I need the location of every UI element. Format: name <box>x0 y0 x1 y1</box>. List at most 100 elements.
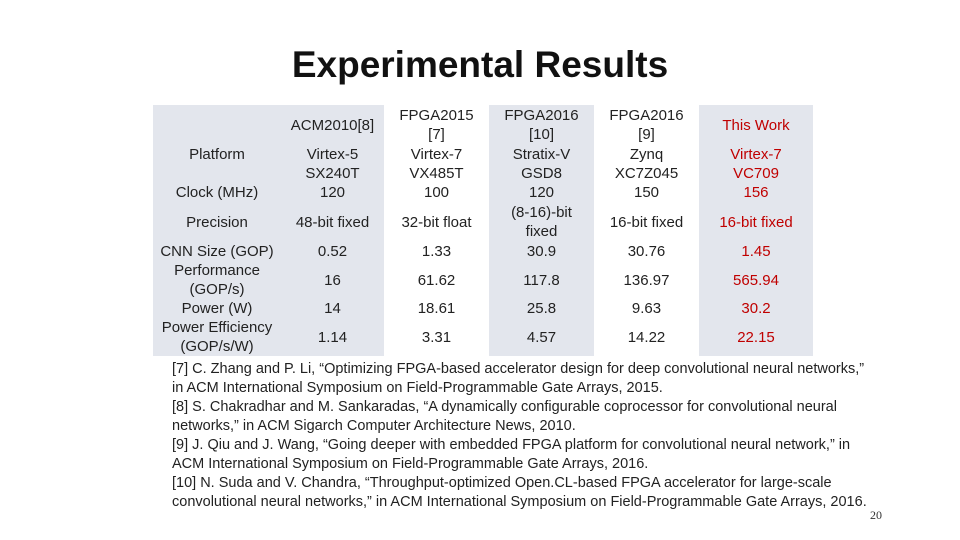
header-cell-empty <box>153 105 281 145</box>
header-cell-fpga2016-10: FPGA2016 [10] <box>489 105 594 145</box>
header-cell-this-work: This Work <box>699 105 813 145</box>
table-cell: (8-16)-bit fixed <box>489 202 594 242</box>
table-cell: 1.45 <box>699 242 813 261</box>
table-cell: 16-bit fixed <box>594 202 699 242</box>
cell-value: 0.52 <box>317 243 348 260</box>
header-label: ACM2010[8] <box>290 116 375 134</box>
cell-value: 1.33 <box>421 243 452 260</box>
header-label: FPGA2015 [7] <box>399 107 474 143</box>
header-cell-acm2010: ACM2010[8] <box>281 105 384 145</box>
reference-10: [10] N. Suda and V. Chandra, “Throughput… <box>172 475 867 510</box>
header-cell-fpga2015: FPGA2015 [7] <box>384 105 489 145</box>
header-label: This Work <box>722 116 790 134</box>
header-cell-fpga2016-9: FPGA2016 [9] <box>594 105 699 145</box>
cell-value: 136.97 <box>623 271 670 289</box>
table-cell: Stratix-V GSD8 120 <box>489 145 594 202</box>
cell-value: 1.45 <box>741 243 771 260</box>
row-label-cell: Precision <box>153 202 281 242</box>
references: [7] C. Zhang and P. Li, “Optimizing FPGA… <box>172 360 872 512</box>
cell-value: 16-bit fixed <box>719 213 793 231</box>
cell-value: Virtex-5 SX240T 120 <box>305 146 360 201</box>
table-cell: 61.62 <box>384 261 489 299</box>
row-label: Performance (GOP/s) <box>174 262 260 298</box>
cell-value: 25.8 <box>526 300 557 317</box>
cell-value: Virtex-7 VC709 156 <box>730 146 782 201</box>
table-cell: Zynq XC7Z045 150 <box>594 145 699 202</box>
results-table-container: ACM2010[8] FPGA2015 [7] FPGA2016 [10] FP… <box>153 105 813 356</box>
cell-value: 16 <box>324 271 341 289</box>
cell-value: 1.14 <box>317 328 348 346</box>
table-cell: 32-bit float <box>384 202 489 242</box>
table-row: Precision 48-bit fixed 32-bit float (8-16)-… <box>153 202 813 242</box>
reference-7: [7] C. Zhang and P. Li, “Optimizing FPGA… <box>172 361 865 396</box>
row-label-cell: Power Efficiency (GOP/s/W) <box>153 318 281 356</box>
table-cell: 16 <box>281 261 384 299</box>
results-table: ACM2010[8] FPGA2015 [7] FPGA2016 [10] FP… <box>153 105 813 356</box>
table-row: Performance (GOP/s) 16 61.62 117.8 136.97 565… <box>153 261 813 299</box>
table-cell: Virtex-7 VC709 156 <box>699 145 813 202</box>
table-cell: 30.76 <box>594 242 699 261</box>
table-cell: Virtex-5 SX240T 120 <box>281 145 384 202</box>
table-cell: 14.22 <box>594 318 699 356</box>
row-label: Precision <box>186 213 248 231</box>
table-row: Power (W) 14 18.61 25.8 9.63 30.2 <box>153 299 813 318</box>
header-label: FPGA2016 [9] <box>609 107 684 143</box>
cell-value: 48-bit fixed <box>295 213 370 231</box>
row-label-cell: Performance (GOP/s) <box>153 261 281 299</box>
cell-value: (8-16)-bit fixed <box>511 204 572 240</box>
table-cell: 9.63 <box>594 299 699 318</box>
cell-value: 61.62 <box>417 271 456 289</box>
cell-value: 30.2 <box>741 300 771 317</box>
table-cell: 136.97 <box>594 261 699 299</box>
cell-value: 14 <box>324 300 341 317</box>
table-body: Platform Clock (MHz) Virtex-5 SX240T 120 V… <box>153 145 813 356</box>
table-row: Platform Clock (MHz) Virtex-5 SX240T 120 V… <box>153 145 813 202</box>
table-cell: 30.2 <box>699 299 813 318</box>
row-label-cell: CNN Size (GOP) <box>153 242 281 261</box>
reference-9: [9] J. Qiu and J. Wang, “Going deeper wi… <box>172 437 851 472</box>
table-cell: 1.14 <box>281 318 384 356</box>
cell-value: 9.63 <box>631 300 662 317</box>
page-number: 20 <box>870 508 882 522</box>
cell-value: 30.76 <box>627 243 666 260</box>
table-cell: 3.31 <box>384 318 489 356</box>
cell-value: 4.57 <box>526 328 557 346</box>
table-cell: 18.61 <box>384 299 489 318</box>
cell-value: 16-bit fixed <box>609 213 684 231</box>
table-cell: 14 <box>281 299 384 318</box>
cell-value: 117.8 <box>523 271 560 289</box>
cell-value: Zynq XC7Z045 150 <box>614 146 679 201</box>
cell-value: 32-bit float <box>401 213 472 231</box>
cell-value: 3.31 <box>421 328 452 346</box>
reference-8: [8] S. Chakradhar and M. Sankaradas, “A … <box>172 399 837 434</box>
table-cell: 22.15 <box>699 318 813 356</box>
table-row: CNN Size (GOP) 0.52 1.33 30.9 30.76 1.45 <box>153 242 813 261</box>
table-cell: 16-bit fixed <box>699 202 813 242</box>
table-row: Power Efficiency (GOP/s/W) 1.14 3.31 4.57 14… <box>153 318 813 356</box>
table-cell: 1.33 <box>384 242 489 261</box>
row-label: Power (W) <box>181 300 253 317</box>
table-cell: 117.8 <box>489 261 594 299</box>
table-header-row: ACM2010[8] FPGA2015 [7] FPGA2016 [10] FP… <box>153 105 813 145</box>
row-label: CNN Size (GOP) <box>160 243 274 260</box>
row-label-cell: Power (W) <box>153 299 281 318</box>
table-cell: 4.57 <box>489 318 594 356</box>
cell-value: Stratix-V GSD8 120 <box>512 146 571 201</box>
row-label: Platform Clock (MHz) <box>175 146 259 201</box>
table-cell: Virtex-7 VX485T 100 <box>384 145 489 202</box>
table-cell: 0.52 <box>281 242 384 261</box>
cell-value: 22.15 <box>737 328 775 346</box>
row-label-cell: Platform Clock (MHz) <box>153 145 281 202</box>
row-label: Power Efficiency (GOP/s/W) <box>161 319 273 355</box>
header-label: FPGA2016 [10] <box>504 107 579 143</box>
table-cell: 25.8 <box>489 299 594 318</box>
table-cell: 565.94 <box>699 261 813 299</box>
cell-value: 565.94 <box>733 271 779 289</box>
cell-value: 18.61 <box>417 300 456 317</box>
cell-value: 30.9 <box>526 243 557 260</box>
table-cell: 30.9 <box>489 242 594 261</box>
cell-value: 14.22 <box>627 328 666 346</box>
table-cell: 48-bit fixed <box>281 202 384 242</box>
cell-value: Virtex-7 VX485T 100 <box>409 146 464 201</box>
slide-title: Experimental Results <box>291 44 669 85</box>
